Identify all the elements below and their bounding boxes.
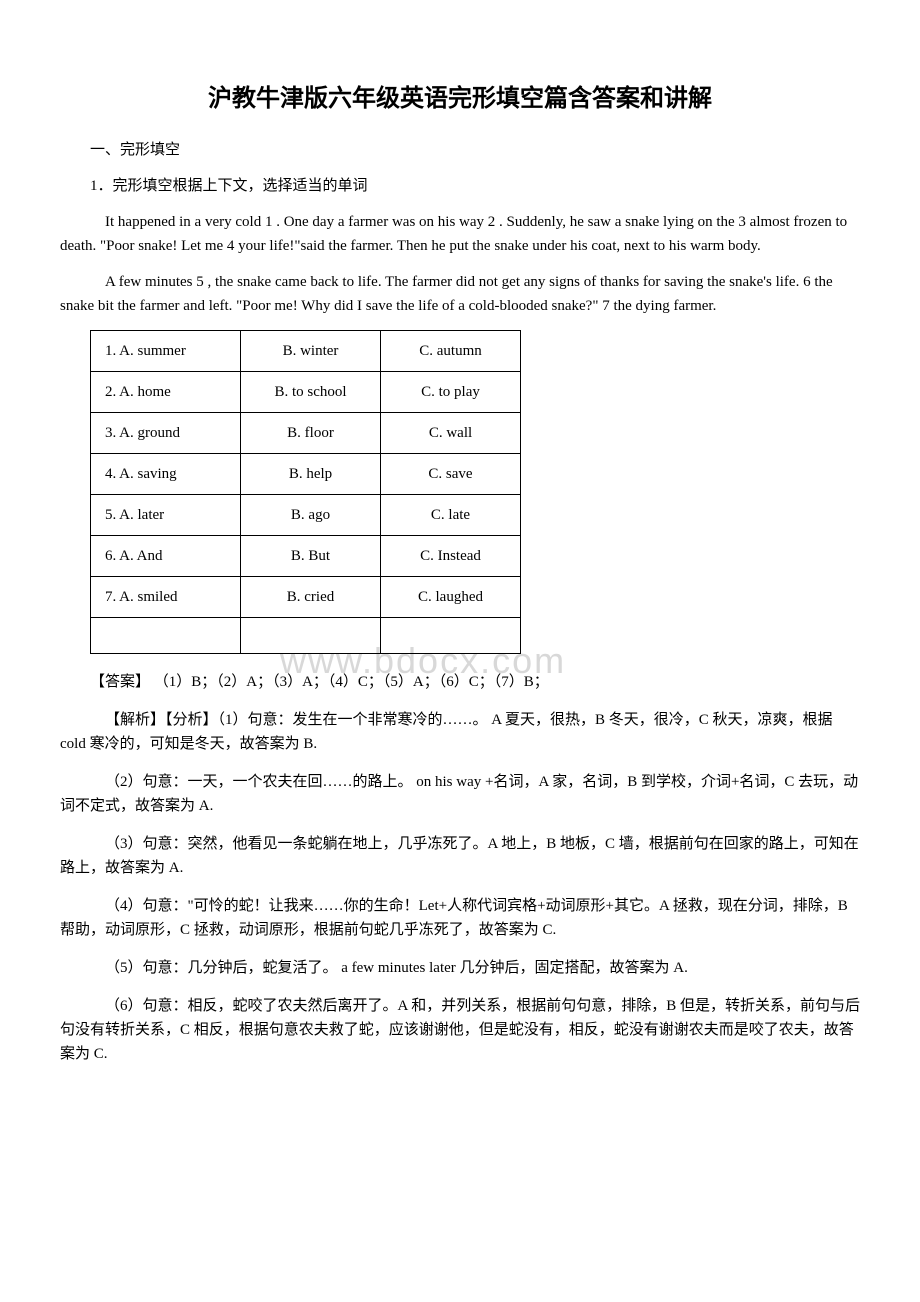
option-a: 4. A. saving bbox=[91, 454, 241, 495]
option-b: B. cried bbox=[241, 577, 381, 618]
option-b: B. But bbox=[241, 536, 381, 577]
option-b: B. floor bbox=[241, 413, 381, 454]
option-a bbox=[91, 618, 241, 654]
option-c: C. wall bbox=[381, 413, 521, 454]
passage-paragraph-2: A few minutes 5 , the snake came back to… bbox=[60, 270, 860, 318]
option-c: C. laughed bbox=[381, 577, 521, 618]
option-c: C. Instead bbox=[381, 536, 521, 577]
analysis-item-3: （3）句意：突然，他看见一条蛇躺在地上，几乎冻死了。A 地上，B 地板，C 墙，… bbox=[60, 832, 860, 880]
analysis-item-4: （4）句意："可怜的蛇！让我来……你的生命！Let+人称代词宾格+动词原形+其它… bbox=[60, 894, 860, 942]
option-a: 3. A. ground bbox=[91, 413, 241, 454]
option-c: C. to play bbox=[381, 372, 521, 413]
section-heading: 一、完形填空 bbox=[60, 138, 860, 162]
analysis-item-2: （2）句意：一天，一个农夫在回……的路上。 on his way +名词，A 家… bbox=[60, 770, 860, 818]
analysis-intro: 【解析】【分析】（1）句意：发生在一个非常寒冷的……。 A 夏天，很热，B 冬天… bbox=[60, 708, 860, 756]
option-b: B. help bbox=[241, 454, 381, 495]
option-b: B. winter bbox=[241, 331, 381, 372]
page-title: 沪教牛津版六年级英语完形填空篇含答案和讲解 bbox=[60, 80, 860, 118]
analysis-item-5: （5）句意：几分钟后，蛇复活了。 a few minutes later 几分钟… bbox=[60, 956, 860, 980]
passage-paragraph-1: It happened in a very cold 1 . One day a… bbox=[60, 210, 860, 258]
table-row: 1. A. summer B. winter C. autumn bbox=[91, 331, 521, 372]
option-c: C. autumn bbox=[381, 331, 521, 372]
question-heading: 1．完形填空根据上下文，选择适当的单词 bbox=[60, 174, 860, 198]
option-a: 1. A. summer bbox=[91, 331, 241, 372]
option-a: 6. A. And bbox=[91, 536, 241, 577]
table-row: 3. A. ground B. floor C. wall bbox=[91, 413, 521, 454]
table-row: 2. A. home B. to school C. to play bbox=[91, 372, 521, 413]
option-b: B. to school bbox=[241, 372, 381, 413]
table-row: 4. A. saving B. help C. save bbox=[91, 454, 521, 495]
table-row: 6. A. And B. But C. Instead bbox=[91, 536, 521, 577]
option-a: 5. A. later bbox=[91, 495, 241, 536]
table-row: 5. A. later B. ago C. late bbox=[91, 495, 521, 536]
table-row bbox=[91, 618, 521, 654]
option-c bbox=[381, 618, 521, 654]
options-table: 1. A. summer B. winter C. autumn 2. A. h… bbox=[90, 330, 521, 654]
option-a: 2. A. home bbox=[91, 372, 241, 413]
option-b: B. ago bbox=[241, 495, 381, 536]
option-c: C. save bbox=[381, 454, 521, 495]
answer-line: 【答案】 （1）B；（2）A；（3）A；（4）C；（5）A；（6）C；（7）B； bbox=[60, 670, 860, 694]
option-a: 7. A. smiled bbox=[91, 577, 241, 618]
analysis-item-6: （6）句意：相反，蛇咬了农夫然后离开了。A 和，并列关系，根据前句句意，排除，B… bbox=[60, 994, 860, 1066]
option-b bbox=[241, 618, 381, 654]
table-row: 7. A. smiled B. cried C. laughed bbox=[91, 577, 521, 618]
option-c: C. late bbox=[381, 495, 521, 536]
